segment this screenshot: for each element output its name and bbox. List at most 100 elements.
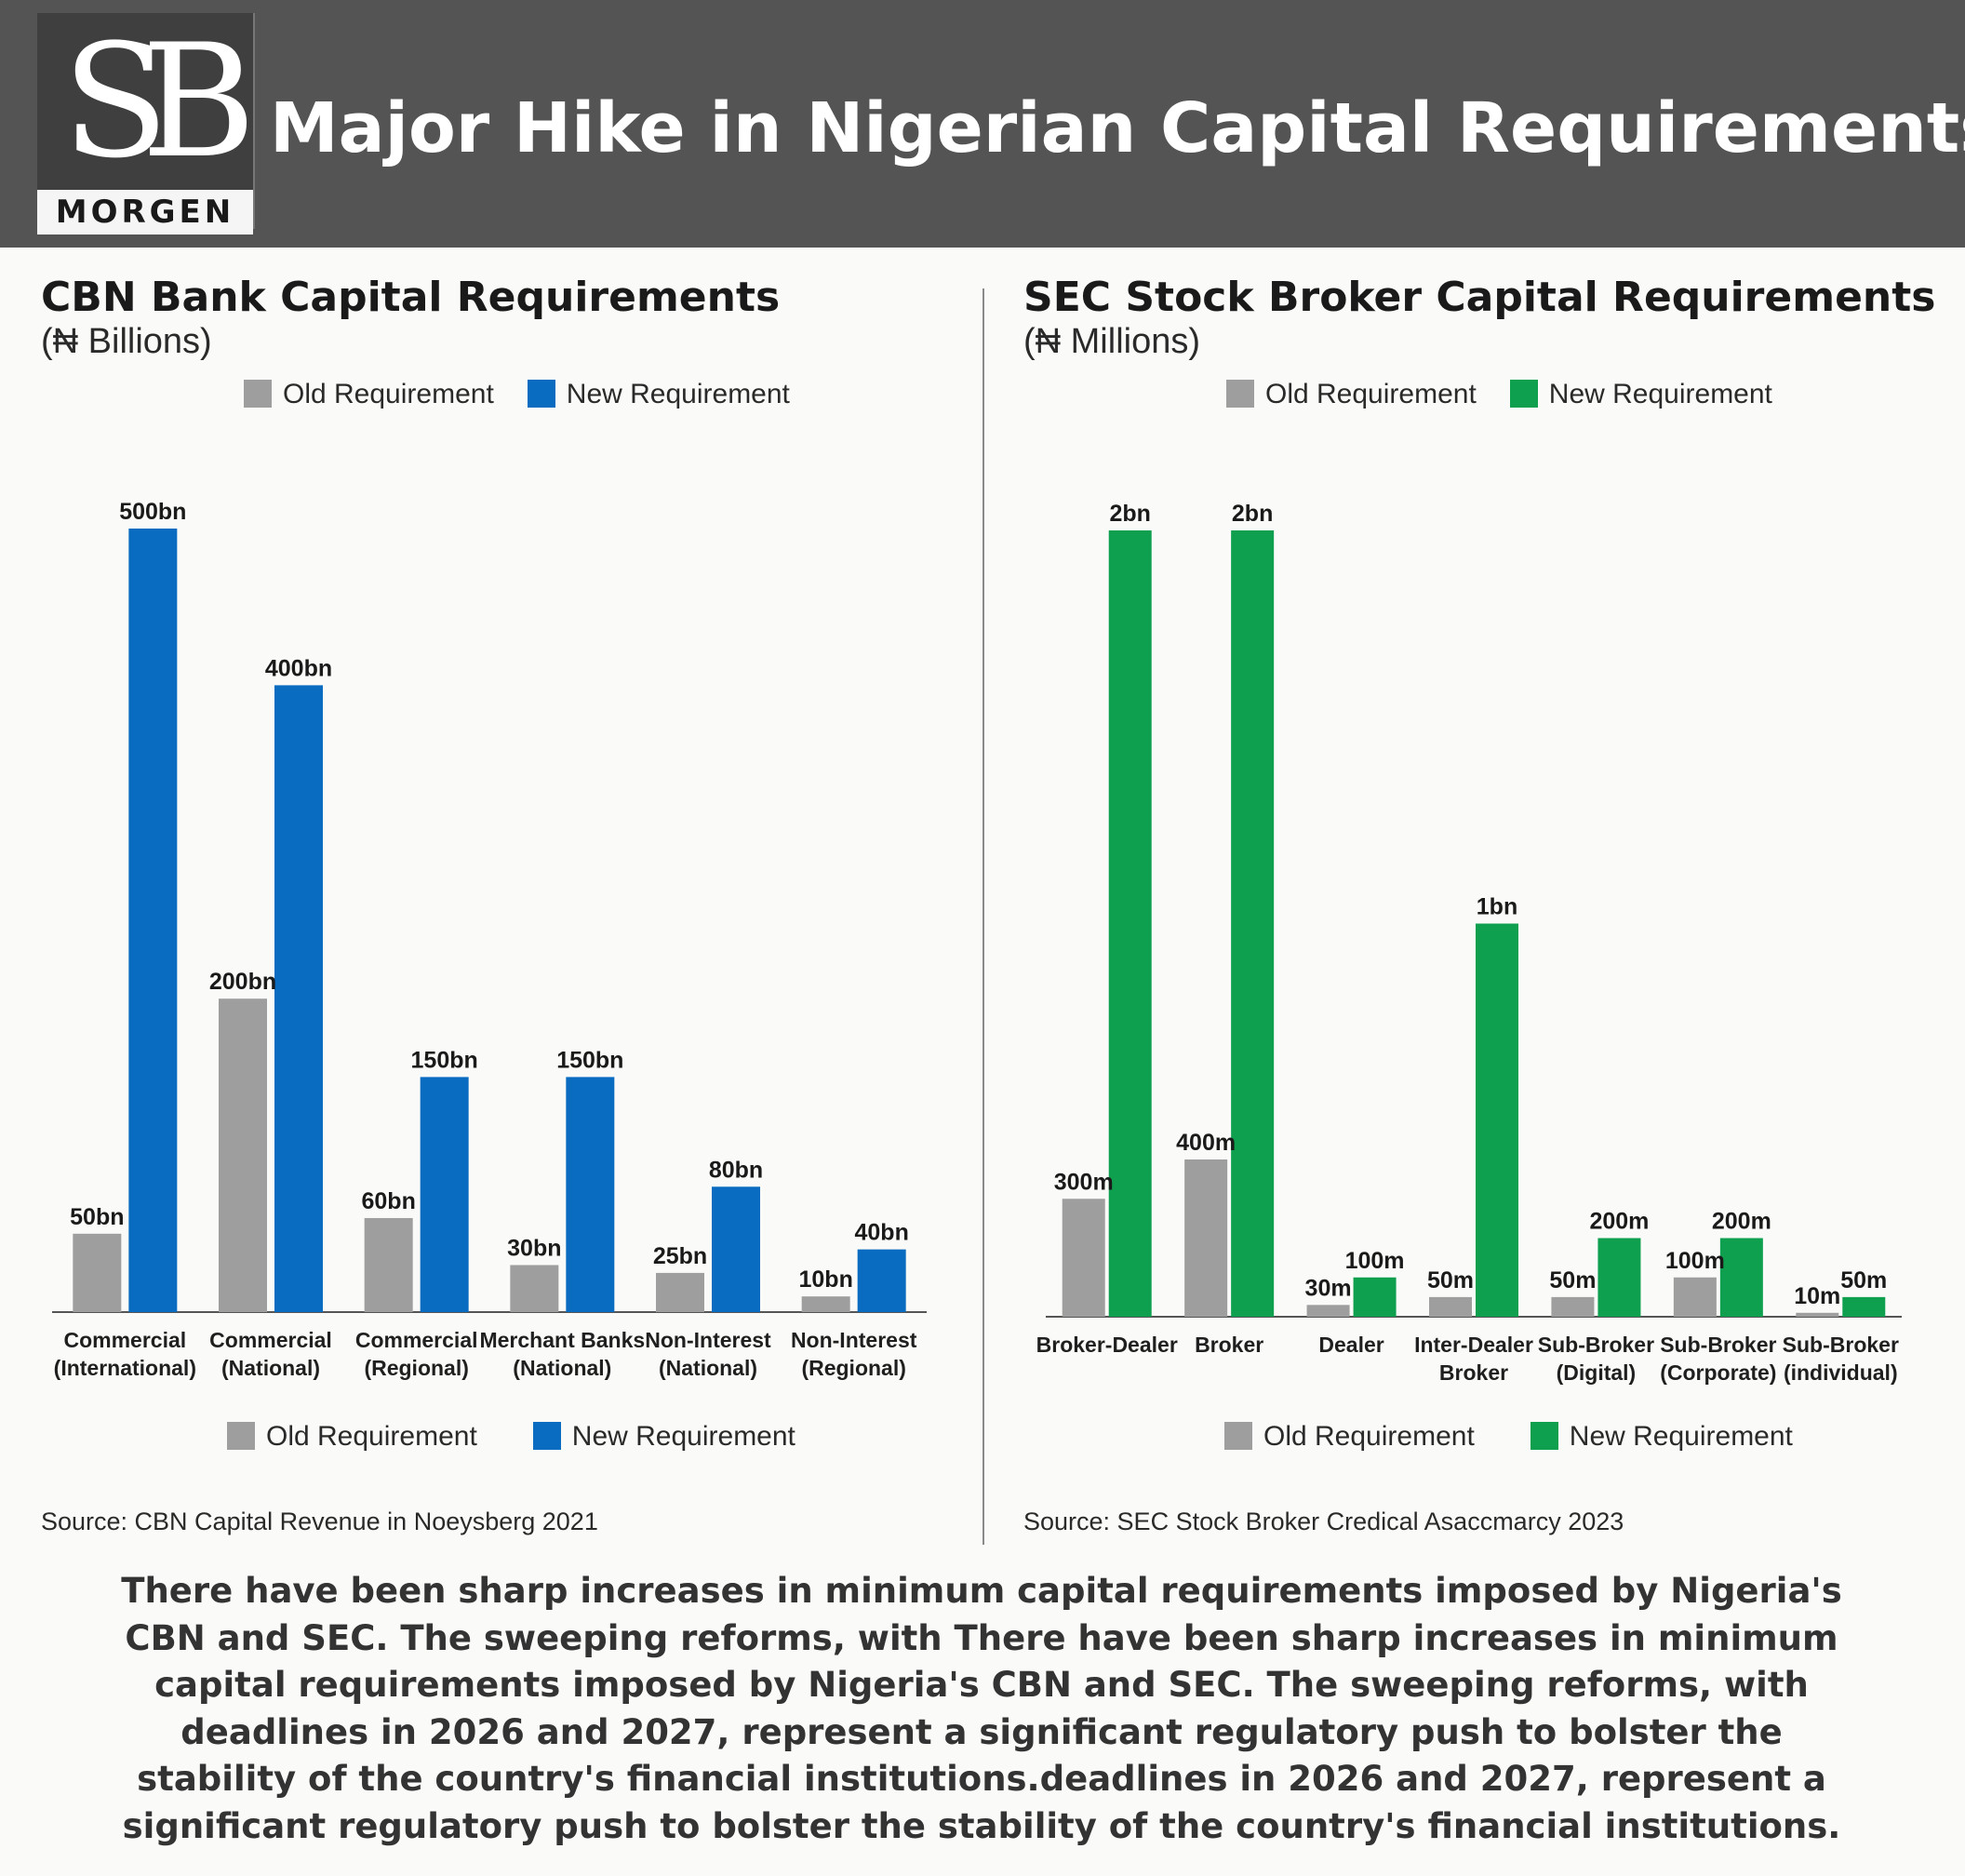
cbn-category-label: (Regional) [801, 1356, 905, 1380]
legend-swatch-old [227, 1422, 255, 1450]
legend-item-new: New Requirement [1530, 1416, 1793, 1457]
cbn-data-label-old: 25bn [653, 1243, 707, 1269]
legend-item-old: Old Requirement [1226, 374, 1477, 415]
sec-data-label-new: 200m [1712, 1209, 1771, 1235]
legend-swatch-old [1226, 380, 1254, 408]
sec-category-label: Broker [1195, 1333, 1263, 1357]
sec-category-label: (Corporate) [1660, 1360, 1776, 1385]
legend-item-new: New Requirement [527, 374, 790, 415]
sec-category-label: Sub-Broker [1660, 1333, 1776, 1357]
cbn-category-label: Commercial [209, 1328, 332, 1352]
sec-category-label: Broker-Dealer [1036, 1333, 1178, 1357]
cbn-bar-new [128, 529, 178, 1312]
cbn-bar-old [510, 1265, 559, 1312]
sec-data-label-old: 10m [1794, 1283, 1840, 1309]
cbn-bar-old [364, 1217, 413, 1312]
cbn-category-label: (National) [513, 1356, 611, 1380]
cbn-bar-new [712, 1186, 760, 1312]
legend-label-new: New Requirement [566, 379, 790, 409]
cbn-data-label-old: 30bn [507, 1235, 561, 1261]
sec-bar-old [1184, 1159, 1228, 1317]
cbn-data-label-old: 60bn [361, 1188, 415, 1214]
sb-morgen-logo: SB MORGEN [37, 13, 256, 234]
legend-swatch-new [532, 1422, 561, 1450]
cbn-data-label-new: 400bn [265, 655, 332, 681]
legend-swatch-new [527, 380, 555, 408]
sec-bar-new [1476, 923, 1518, 1317]
cbn-bar-new [857, 1249, 906, 1312]
sec-data-label-new: 2bn [1109, 501, 1150, 527]
legend-item-old: Old Requirement [1224, 1416, 1475, 1457]
legend-item-new: New Requirement [532, 1416, 795, 1457]
sec-category-label: Dealer [1318, 1333, 1384, 1357]
cbn-category-label: Merchant Banks [479, 1328, 645, 1352]
legend-label-old: Old Requirement [1263, 1421, 1475, 1452]
cbn-chart-subtitle: (₦ Billions) [41, 322, 212, 361]
cbn-data-label-new: 150bn [556, 1047, 623, 1073]
sec-data-label-new: 50m [1840, 1267, 1887, 1293]
legend-item-old: Old Requirement [244, 374, 494, 415]
cbn-data-label-new: 80bn [709, 1157, 763, 1183]
cbn-data-label-old: 200bn [209, 969, 276, 995]
logo-wordmark: MORGEN [37, 190, 253, 234]
header-banner: SB MORGEN Major Hike in Nigerian Capital… [0, 0, 1965, 248]
legend-label-old: Old Requirement [266, 1421, 477, 1452]
legend-swatch-new [1509, 380, 1538, 408]
sec-bar-old [1306, 1305, 1350, 1317]
sec-data-label-old: 400m [1176, 1130, 1236, 1156]
legend-label-new: New Requirement [571, 1421, 795, 1452]
cbn-bar-new [420, 1077, 469, 1312]
cbn-bar-new [566, 1077, 615, 1312]
sec-bar-new [1719, 1238, 1763, 1317]
cbn-data-label-old: 50bn [70, 1204, 124, 1230]
sec-chart-subtitle: (₦ Millions) [1023, 322, 1200, 361]
cbn-source-note: Source: CBN Capital Revenue in Noeysberg… [41, 1508, 598, 1535]
legend-label-new: New Requirement [1548, 379, 1772, 409]
page-title: Major Hike in Nigerian Capital Requireme… [270, 88, 1965, 168]
panel-divider [982, 288, 984, 1545]
cbn-bar-new [274, 685, 323, 1312]
cbn-category-label: Commercial [355, 1328, 478, 1352]
cbn-category-label: (National) [659, 1356, 757, 1380]
sec-bar-old [1429, 1296, 1472, 1317]
legend-label-new: New Requirement [1569, 1421, 1793, 1452]
legend-swatch-new [1530, 1422, 1558, 1450]
cbn-category-label: Non-Interest [645, 1328, 771, 1352]
legend-label-old: Old Requirement [283, 379, 494, 409]
cbn-category-label: (National) [221, 1356, 320, 1380]
cbn-category-label: (International) [54, 1356, 196, 1380]
cbn-category-label: (Regional) [364, 1356, 468, 1380]
legend-swatch-old [1224, 1422, 1252, 1450]
cbn-data-label-new: 40bn [854, 1220, 908, 1246]
cbn-bar-old [73, 1233, 122, 1312]
sec-bar-old [1551, 1296, 1595, 1317]
sec-bar-new [1108, 530, 1152, 1317]
sec-category-label: Inter-Dealer [1414, 1333, 1533, 1357]
cbn-legend-bottom: Old Requirement New Requirement [227, 1416, 829, 1457]
sec-bar-new [1353, 1277, 1397, 1317]
cbn-bar-old [656, 1272, 704, 1312]
sec-category-label: Sub-Broker [1783, 1333, 1899, 1357]
legend-label-old: Old Requirement [1265, 379, 1477, 409]
cbn-bar-old [801, 1296, 850, 1312]
sec-data-label-new: 1bn [1477, 894, 1517, 920]
sec-legend-bottom: Old Requirement New Requirement [1224, 1416, 1826, 1457]
sec-bar-new [1842, 1296, 1886, 1317]
sec-category-label: Sub-Broker [1538, 1333, 1654, 1357]
cbn-legend-top: Old Requirement New Requirement [244, 374, 823, 415]
cbn-data-label-new: 150bn [411, 1047, 478, 1073]
sec-bar-new [1231, 530, 1275, 1317]
sec-data-label-new: 100m [1345, 1248, 1405, 1274]
sec-legend-top: Old Requirement New Requirement [1226, 374, 1806, 415]
cbn-category-label: Commercial [63, 1328, 186, 1352]
sec-data-label-old: 300m [1054, 1169, 1114, 1195]
cbn-data-label-new: 500bn [119, 499, 186, 525]
sec-bar-old [1796, 1312, 1839, 1317]
sec-category-label: Broker [1439, 1360, 1508, 1385]
sec-data-label-old: 30m [1305, 1275, 1352, 1301]
sec-data-label-old: 100m [1665, 1248, 1725, 1274]
sec-category-label: (individual) [1784, 1360, 1898, 1385]
cbn-bar-old [219, 998, 267, 1312]
